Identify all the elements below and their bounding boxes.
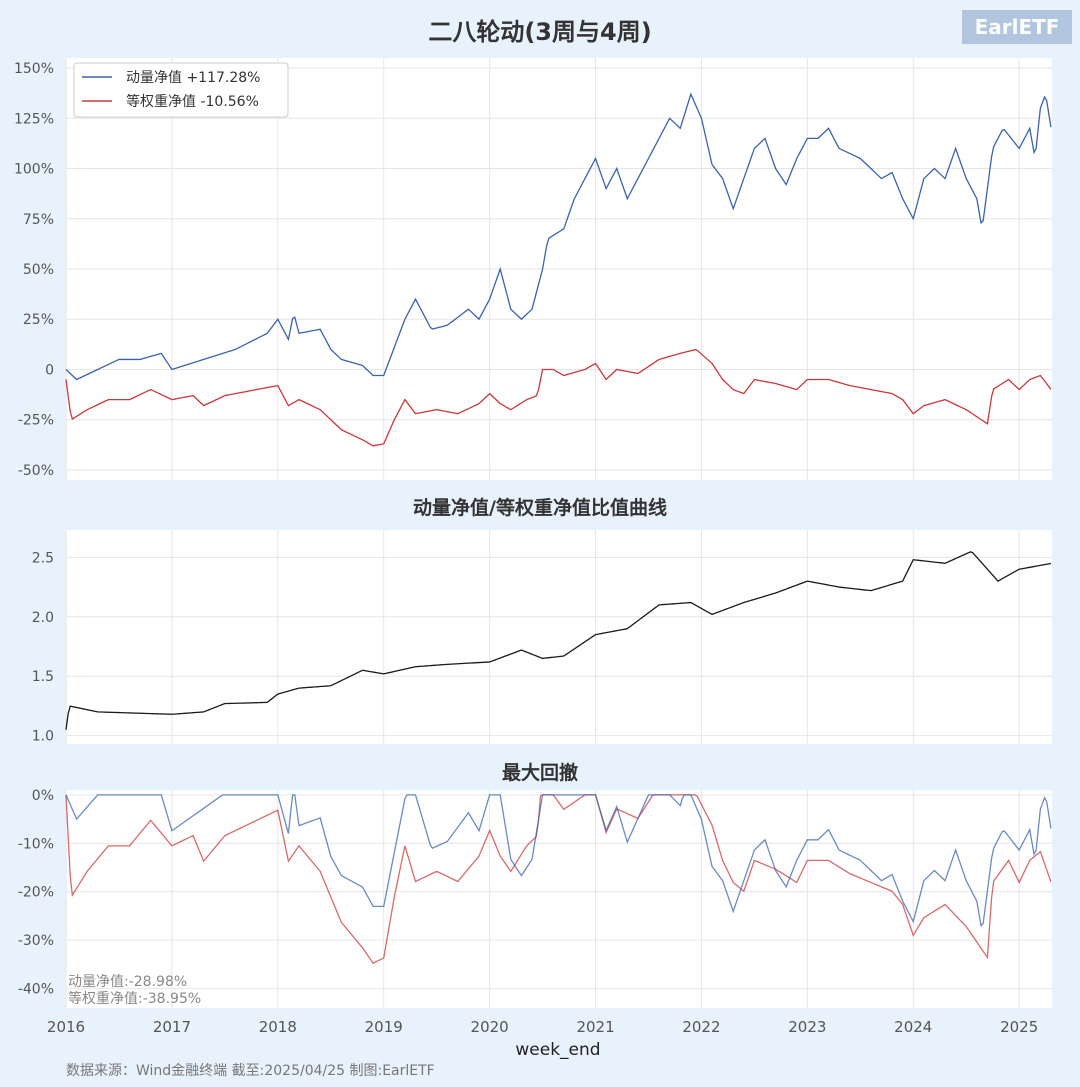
x-axis-label: week_end [515,1040,600,1060]
y-tick-label: -40% [18,982,54,998]
panel-title-2: 最大回撤 [502,761,578,784]
y-tick-label: 25% [23,312,54,328]
y-tick-label: 2.5 [32,550,54,566]
x-tick-label: 2020 [471,1018,509,1036]
y-tick-label: 1.0 [32,729,54,745]
series-line-equal-weight [65,348,1052,447]
panel-title-1: 动量净值/等权重净值比值曲线 [413,496,667,519]
drawdown-line-momentum [65,794,1052,927]
x-tick-label: 2022 [682,1018,720,1036]
y-tick-label: -30% [18,933,54,949]
y-tick-label: -50% [18,463,54,479]
logo-text: EarlETF [974,15,1060,39]
y-tick-label: 100% [14,162,54,178]
series-line-momentum [65,92,1052,381]
y-tick-label: 0% [32,788,54,804]
y-tick-label: -10% [18,836,54,852]
x-tick-label: 2016 [47,1018,85,1036]
drawdown-annotation: 动量净值:-28.98% [68,974,187,990]
drawdown-annotation: 等权重净值:-38.95% [68,990,201,1007]
plot-area-1 [66,530,1052,744]
panel-title-0: 二八轮动(3周与4周) [428,18,651,46]
ratio-line [65,551,1052,730]
x-tick-label: 2018 [259,1018,297,1036]
y-tick-label: 1.5 [32,669,54,685]
x-tick-label: 2025 [1000,1018,1038,1036]
x-tick-label: 2017 [153,1018,191,1036]
legend-label: 等权重净值 -10.56% [126,93,259,110]
drawdown-line-equal-weight [65,794,1052,964]
plot-area-2 [66,790,1052,1008]
x-tick-label: 2021 [576,1018,614,1036]
y-tick-label: 2.0 [32,610,54,626]
y-tick-label: -20% [18,885,54,901]
x-tick-label: 2019 [365,1018,403,1036]
x-tick-label: 2024 [894,1018,932,1036]
logo: EarlETF [962,10,1072,44]
legend-box [73,62,289,118]
footer-source: 数据来源：Wind金融终端 截至:2025/04/25 制图:EarlETF [66,1063,435,1079]
y-tick-label: 125% [14,111,54,127]
y-tick-label: -25% [18,413,54,429]
legend-label: 动量净值 +117.28% [126,70,260,86]
y-tick-label: 0 [45,362,54,378]
y-tick-label: 150% [14,61,54,77]
y-tick-label: 50% [23,262,54,278]
x-tick-label: 2023 [788,1018,826,1036]
y-tick-label: 75% [23,212,54,228]
